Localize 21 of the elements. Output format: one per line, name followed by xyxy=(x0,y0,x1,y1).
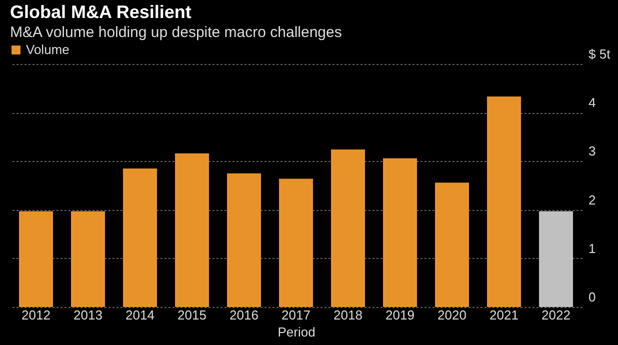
x-tick-label: 2018 xyxy=(334,308,362,322)
x-tick-label: 2016 xyxy=(230,308,258,322)
legend-label: Volume xyxy=(26,42,70,57)
x-axis-title: Period xyxy=(278,324,316,340)
x-tick-label: 2012 xyxy=(22,308,50,322)
chart-subtitle: M&A volume holding up despite macro challenges xyxy=(10,24,342,41)
x-tick-label: 2019 xyxy=(386,308,414,322)
y-tick-label: 2 xyxy=(588,192,596,208)
y-tick-label: 3 xyxy=(588,144,596,159)
x-tick-label: 2014 xyxy=(126,308,154,322)
x-tick-label: 2021 xyxy=(490,308,518,322)
x-tick-label: 2013 xyxy=(74,308,102,322)
x-tick-label: 2020 xyxy=(438,308,466,322)
y-tick-label: $ 5t xyxy=(588,46,611,62)
y-tick-label: 4 xyxy=(588,95,596,110)
chart-title: Global M&A Resilient xyxy=(10,2,192,22)
y-tick-label: 0 xyxy=(588,290,596,304)
x-tick-label: 2022 xyxy=(542,308,570,322)
y-tick-label: 1 xyxy=(588,240,596,256)
x-tick-label: 2017 xyxy=(282,308,310,322)
x-tick-label: 2015 xyxy=(178,308,206,322)
